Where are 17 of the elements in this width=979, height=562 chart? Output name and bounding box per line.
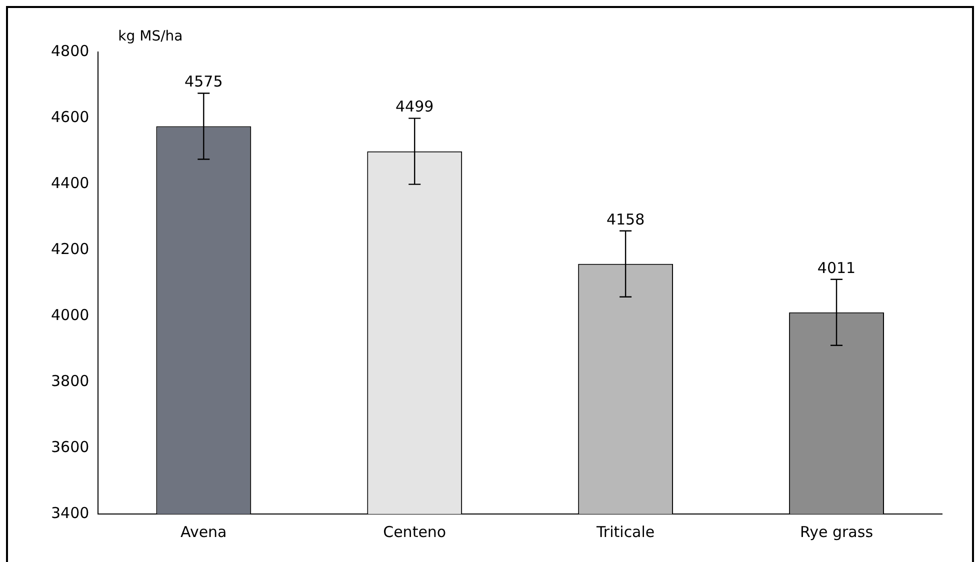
x-tick-label: Rye grass [800, 522, 874, 541]
data-label: 4499 [396, 98, 434, 116]
x-tick-label: Centeno [383, 522, 446, 541]
x-tick-label: Avena [180, 522, 227, 541]
y-tick-label: 3400 [50, 504, 90, 522]
x-tick-label: Triticale [595, 522, 655, 541]
y-axis-title: kg MS/ha [118, 28, 183, 45]
data-label: 4011 [817, 258, 856, 277]
y-tick-label: 4400 [50, 174, 90, 192]
y-tick-label: 4000 [50, 306, 90, 324]
y-tick-label: 4200 [50, 240, 90, 258]
data-label: 4575 [184, 72, 223, 91]
y-tick-label: 3600 [50, 438, 90, 456]
y-tick-label: 4800 [50, 42, 90, 60]
y-tick-label: 3800 [50, 372, 90, 390]
y-tick-label: 4600 [50, 108, 90, 126]
data-label: 4158 [606, 210, 645, 228]
